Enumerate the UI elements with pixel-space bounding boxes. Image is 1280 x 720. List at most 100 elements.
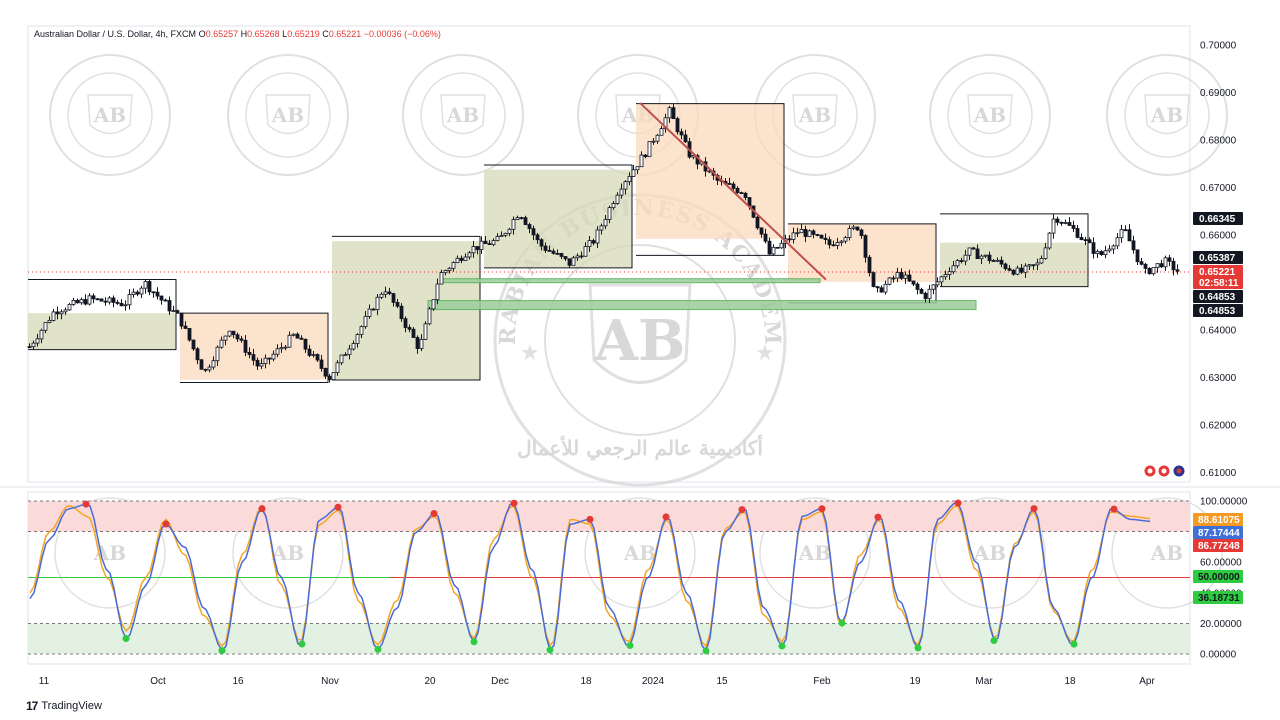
- tradingview-logo-icon: 17: [26, 699, 38, 713]
- candle-down: [871, 272, 876, 287]
- candle-up: [935, 281, 940, 286]
- watermark-star-icon: ★: [520, 340, 540, 365]
- candle-up: [379, 293, 384, 298]
- candle-up: [443, 270, 448, 274]
- watermark-shield-icon: [87, 94, 133, 135]
- osc-tag-label: 86.77248: [1198, 541, 1240, 552]
- candle-down: [99, 298, 104, 302]
- candle-up: [887, 277, 892, 285]
- candle-up: [359, 326, 364, 335]
- candle-down: [151, 291, 156, 294]
- candle-down: [811, 230, 816, 235]
- candle-up: [355, 334, 360, 344]
- candle-down: [399, 305, 404, 320]
- price-tag-label: 0.64853: [1199, 306, 1236, 317]
- candle-down: [731, 183, 736, 189]
- candle-up: [455, 257, 460, 263]
- candle-up: [599, 225, 604, 231]
- osc-tick-label: 20.00000: [1200, 619, 1242, 630]
- candle-down: [1131, 240, 1136, 251]
- candle-up: [979, 255, 984, 260]
- osc-tag-label: 50.00000: [1198, 572, 1240, 583]
- buy-signal-dot: [298, 640, 306, 648]
- candle-down: [671, 107, 676, 120]
- candle-up: [947, 271, 952, 275]
- candle-up: [331, 372, 336, 381]
- candle-down: [819, 234, 824, 239]
- watermark-monogram: AB: [93, 103, 126, 127]
- watermark-inner-ring: [420, 72, 506, 158]
- sell-signal-dot: [334, 503, 342, 511]
- candle-down: [83, 299, 88, 305]
- candle-down: [867, 256, 872, 274]
- candle-up: [607, 207, 612, 220]
- watermark-monogram: AB: [798, 541, 831, 565]
- candle-down: [295, 333, 300, 339]
- tradingview-branding[interactable]: 17 TradingView: [26, 699, 102, 713]
- price-tick-label: 0.66000: [1200, 231, 1237, 242]
- candle-up: [491, 240, 496, 245]
- candle-down: [827, 239, 832, 246]
- candle-down: [759, 227, 764, 235]
- candle-up: [603, 219, 608, 227]
- oscillator-tags: 88.61075 87.17444 86.77248 50.00000 36.18731: [1193, 513, 1243, 604]
- osc-tick-label: 60.00000: [1200, 558, 1242, 569]
- osc-tick-label: 0.00000: [1200, 650, 1237, 661]
- candle-up: [647, 141, 652, 158]
- candle-up: [895, 272, 900, 279]
- candle-down: [175, 310, 180, 314]
- candle-up: [423, 323, 428, 340]
- legend-ohlc-value: 0.65268: [247, 29, 282, 39]
- watermark-arabic-text: أكاديمية عالم الرجعي للأعمال: [517, 434, 763, 461]
- candle-down: [251, 354, 256, 361]
- candle-up: [259, 363, 264, 367]
- candle-down: [195, 348, 200, 361]
- watermark-shield-icon: [265, 94, 311, 135]
- time-tick-label: Dec: [491, 676, 509, 687]
- candle-down: [899, 272, 904, 279]
- candle-down: [203, 368, 208, 371]
- candle-up: [963, 254, 968, 262]
- candle-down: [239, 338, 244, 341]
- watermark-star-icon: ★: [755, 340, 775, 365]
- candle-down: [111, 297, 116, 303]
- candle-up: [1115, 237, 1120, 247]
- candle-up: [347, 348, 352, 355]
- buy-signal-dot: [122, 635, 130, 643]
- candle-down: [543, 245, 548, 251]
- candle-down: [563, 256, 568, 260]
- buy-signal-dot: [1070, 640, 1078, 648]
- candle-down: [919, 289, 924, 294]
- candle-down: [727, 183, 732, 185]
- candle-down: [187, 328, 192, 341]
- candle-down: [1059, 221, 1064, 224]
- price-tick-label: 0.69000: [1200, 88, 1237, 99]
- candle-up: [427, 308, 432, 325]
- price-tag: [1193, 251, 1243, 264]
- candle-down: [1127, 229, 1132, 242]
- buy-signal-dot: [374, 645, 382, 653]
- watermark-monogram: AB: [446, 103, 479, 127]
- candle-down: [115, 302, 120, 304]
- candle-up: [451, 262, 456, 269]
- currency-flags-icon[interactable]: [1143, 464, 1186, 478]
- watermark-emblem-osc: AB: [584, 497, 696, 609]
- candle-down: [395, 301, 400, 307]
- sell-signal-dot: [818, 505, 826, 513]
- candle-up: [507, 228, 512, 234]
- candle-down: [199, 359, 204, 370]
- watermark-emblem: AB: [929, 54, 1051, 176]
- candle-down: [739, 192, 744, 194]
- time-tick-label: Oct: [150, 676, 166, 687]
- candle-down: [987, 254, 992, 261]
- candle-down: [775, 246, 780, 249]
- candle-up: [139, 287, 144, 295]
- watermark-ring: [232, 497, 344, 609]
- candle-up: [995, 259, 1000, 262]
- candle-down: [767, 240, 772, 255]
- buy-signal-dot: [778, 642, 786, 650]
- watermark-inner-ring: [245, 72, 331, 158]
- time-axis[interactable]: 11 Oct 16 Nov 20 Dec 18 2024 15 Feb 19 Mar 18 Apr: [39, 676, 1156, 687]
- candle-up: [363, 316, 368, 328]
